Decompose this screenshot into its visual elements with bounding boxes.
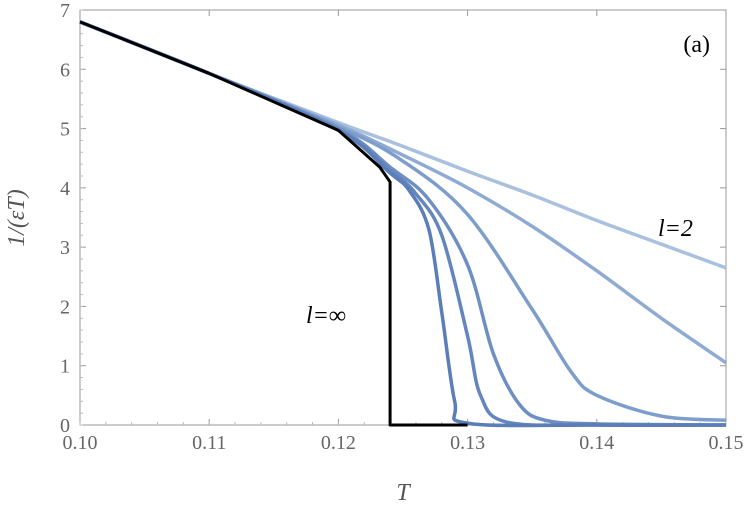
plot-frame xyxy=(79,9,727,426)
y-tick-label: 6 xyxy=(60,59,70,81)
y-tick-label: 2 xyxy=(60,296,70,318)
y-tick-label: 0 xyxy=(60,415,70,437)
x-tick-label: 0.13 xyxy=(450,432,485,454)
series-line-6 xyxy=(79,20,727,428)
series-line-7 xyxy=(79,20,468,427)
x-tick-label: 0.15 xyxy=(709,432,744,454)
y-tick-label: 1 xyxy=(60,356,70,378)
series-line-3 xyxy=(79,20,727,423)
y-tick-label: 3 xyxy=(60,237,70,259)
x-tick-label: 0.11 xyxy=(192,432,226,454)
y-tick-label: 7 xyxy=(60,0,70,22)
y-tick-label: 4 xyxy=(60,178,70,200)
axis-ticks xyxy=(79,9,727,426)
series-line-5 xyxy=(79,20,727,427)
annotation-l-inf: l=∞ xyxy=(306,303,346,329)
y-axis-title: 1/(εT) xyxy=(4,189,30,246)
x-tick-label: 0.10 xyxy=(63,432,98,454)
tick-labels: 0.10 0.11 0.12 0.13 0.14 0.15 0 1 2 3 4 5 6 7 xyxy=(60,0,744,454)
x-tick-label: 0.14 xyxy=(579,432,614,454)
series-line-4 xyxy=(79,20,727,427)
series-group xyxy=(79,20,727,428)
panel-label: (a) xyxy=(683,32,710,58)
y-tick-label: 5 xyxy=(60,119,70,141)
series-line-2 xyxy=(79,20,727,365)
x-tick-label: 0.12 xyxy=(321,432,356,454)
x-axis-title: T xyxy=(396,480,411,506)
annotation-l-2: l=2 xyxy=(658,216,693,242)
